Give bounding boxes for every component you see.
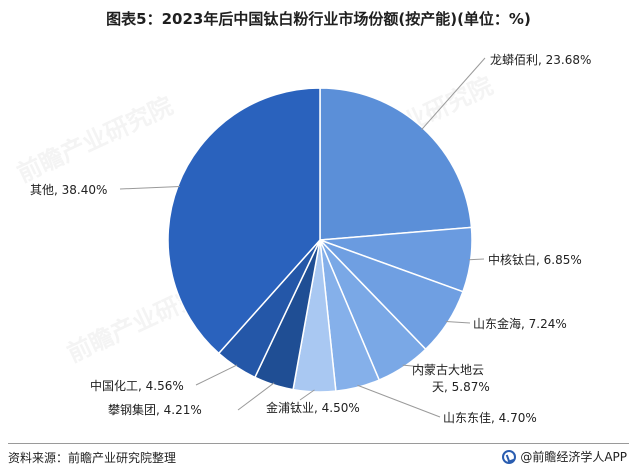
slice-label: 内蒙古大地云 xyxy=(412,362,484,377)
slice-label: 金浦钛业, 4.50% xyxy=(266,400,360,415)
leader-line xyxy=(299,389,315,401)
leader-line xyxy=(402,364,436,369)
chart-title: 图表5：2023年后中国钛白粉行业市场份额(按产能)(单位：%) xyxy=(106,10,531,28)
slice-label: 山东金海, 7.24% xyxy=(473,316,567,331)
pie-chart: 龙蟒佰利, 23.68% 中核钛白, 6.85% 山东金海, 7.24% 内蒙古大地云… xyxy=(30,52,591,425)
slice-label: 中国化工, 4.56% xyxy=(90,378,184,393)
pie-slice xyxy=(319,87,473,241)
leader-line xyxy=(445,321,471,324)
footer-divider xyxy=(8,443,629,444)
slice-label: 攀钢集团, 4.21% xyxy=(108,402,202,417)
brand: @前瞻经济学人APP xyxy=(502,448,627,465)
brand-text: @前瞻经济学人APP xyxy=(520,450,627,464)
slice-label: 中核钛白, 6.85% xyxy=(488,252,582,267)
brand-logo-icon xyxy=(502,449,517,464)
slice-label: 其他, 38.40% xyxy=(30,183,107,197)
leader-line xyxy=(195,364,238,386)
pie-slice xyxy=(167,87,321,355)
slice-label: 山东东佳, 4.70% xyxy=(443,411,537,425)
leader-line xyxy=(421,57,486,130)
source-note: 资料来源：前瞻产业研究院整理 xyxy=(8,451,177,465)
leader-line xyxy=(468,258,485,261)
slice-label: 龙蟒佰利, 23.68% xyxy=(490,52,591,67)
leader-line xyxy=(237,382,275,411)
leader-line xyxy=(357,384,441,418)
slice-label: 天, 5.87% xyxy=(432,380,490,394)
leader-line xyxy=(119,186,180,190)
